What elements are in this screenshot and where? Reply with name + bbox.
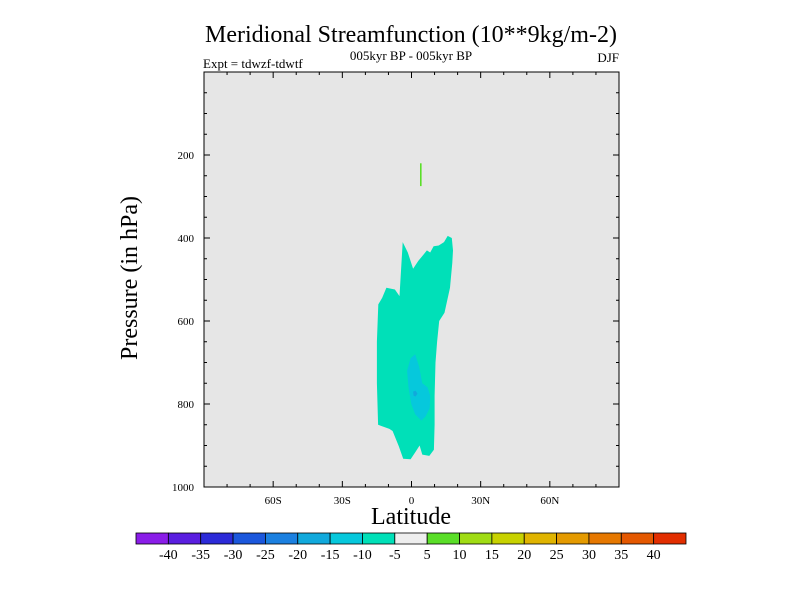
colorbar-swatch — [588, 532, 622, 545]
colorbar-label: -30 — [224, 548, 243, 563]
colorbar-label: 40 — [647, 548, 661, 563]
x-tick-label: 0 — [409, 495, 415, 507]
colorbar-label: 25 — [550, 548, 564, 563]
x-tick-label: 30N — [471, 495, 490, 507]
contour-five-to-ten-region — [420, 163, 422, 187]
colorbar-swatch — [394, 532, 428, 545]
chart-title: Meridional Streamfunction (10**9kg/m-2) — [205, 22, 617, 48]
contour-minus-15-to-minus-10-region — [413, 390, 418, 397]
colorbar-label: -25 — [256, 548, 275, 563]
season-label: DJF — [597, 50, 619, 65]
y-tick-label: 400 — [178, 233, 195, 245]
x-tick-label: 60N — [540, 495, 559, 507]
colorbar-label: 15 — [485, 548, 499, 563]
colorbar-swatch — [556, 532, 590, 545]
colorbar-swatch — [491, 532, 525, 545]
colorbar-label: 35 — [614, 548, 628, 563]
x-tick-label: 60S — [265, 495, 282, 507]
y-tick-label: 1000 — [172, 482, 195, 494]
y-tick-label: 200 — [178, 150, 195, 162]
colorbar-swatch — [620, 532, 655, 545]
colorbar-swatch — [167, 532, 202, 545]
colorbar-swatch — [523, 532, 557, 545]
colorbar-label: 30 — [582, 548, 596, 563]
colorbar-swatch — [362, 532, 396, 545]
x-axis-label: Latitude — [371, 504, 451, 530]
colorbar-swatch — [135, 532, 169, 545]
colorbar-label: -10 — [353, 548, 372, 563]
colorbar-label: -35 — [191, 548, 210, 563]
colorbar: -40 -35 -30 -25 -20 -15 -10 -5 5 10 15 20 25 30 35 40 — [135, 532, 687, 563]
y-axis-ticks: 200 400 600 800 1000 — [172, 150, 195, 494]
contour-minus-5-to-zero-region — [376, 235, 453, 460]
colorbar-label: 20 — [517, 548, 531, 563]
plot-frame — [203, 71, 620, 488]
colorbar-label: -15 — [321, 548, 340, 563]
colorbar-label: -40 — [159, 548, 178, 563]
experiment-label: Expt = tdwzf-tdwtf — [203, 56, 303, 71]
x-axis-ticks: 60S 30S 0 30N 60N — [265, 495, 560, 507]
y-tick-label: 600 — [178, 316, 195, 328]
colorbar-label: 5 — [424, 548, 431, 563]
colorbar-swatch — [232, 532, 266, 545]
y-tick-label: 800 — [178, 399, 195, 411]
colorbar-swatch — [653, 532, 687, 545]
colorbar-label: -20 — [288, 548, 307, 563]
colorbar-swatch — [200, 532, 234, 545]
chart-subtitle: 005kyr BP - 005kyr BP — [350, 48, 472, 63]
y-axis-label: Pressure (in hPa) — [117, 196, 143, 360]
colorbar-label: -5 — [389, 548, 401, 563]
contour-fills — [376, 163, 453, 460]
colorbar-swatch — [297, 532, 331, 545]
colorbar-swatch — [426, 532, 460, 545]
colorbar-swatch — [265, 532, 299, 545]
colorbar-swatch — [459, 532, 493, 545]
colorbar-label: 10 — [453, 548, 467, 563]
x-tick-label: 30S — [334, 495, 351, 507]
colorbar-swatch — [329, 532, 363, 545]
contour-minus-10-to-minus-5-region — [407, 354, 431, 421]
